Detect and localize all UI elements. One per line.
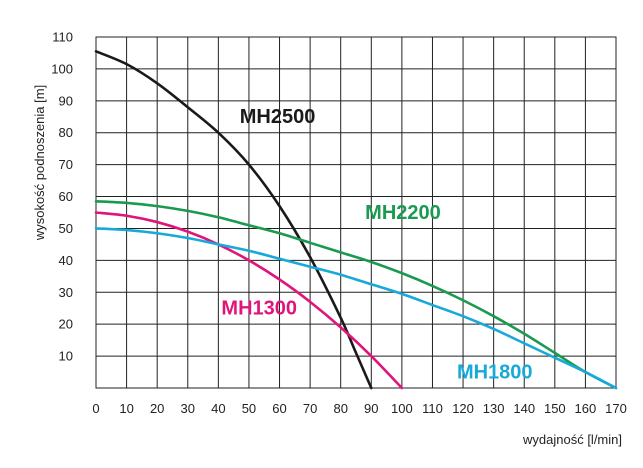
y-tick-label: 80 [59,125,73,140]
y-tick-label: 70 [59,157,73,172]
curves [94,50,618,390]
series-line-mh2500 [94,50,373,390]
series-label-mh1800: MH1800 [457,361,533,383]
y-axis-label: wysokość podnoszenia [m] [32,85,47,241]
y-tick-label: 40 [59,253,73,268]
x-tick-label: 20 [150,401,164,416]
y-tick-label: 60 [59,189,73,204]
y-tick-label: 20 [59,317,73,332]
x-tick-label: 130 [483,401,505,416]
x-tick-label: 40 [211,401,225,416]
x-axis-label: wydajność [l/min] [522,432,622,447]
y-tick-label: 100 [51,61,73,76]
series-label-mh2200: MH2200 [365,202,441,224]
x-tick-label: 170 [605,401,627,416]
x-tick-label: 110 [422,401,443,416]
tick-labels: 0 10 20 30 40 50 60 70 80 90 100 110 120 130 140 150 160… [51,30,627,417]
plot-frame [95,36,617,389]
x-tick-label: 0 [92,401,99,416]
x-tick-label: 120 [452,401,474,416]
x-tick-label: 60 [272,401,286,416]
x-tick-label: 70 [303,401,317,416]
series-label-mh2500: MH2500 [240,106,316,128]
series-line-mh1300 [94,211,404,390]
series-labels: MH2500 MH2200 MH1300 MH1800 [221,106,532,383]
y-tick-label: 30 [59,285,73,300]
y-tick-label: 50 [59,221,73,236]
x-tick-label: 140 [513,401,535,416]
y-tick-label: 10 [59,349,73,364]
series-line-mh1800 [94,227,618,390]
series-line-mh2200 [94,200,618,390]
x-tick-label: 10 [119,401,133,416]
y-tick-label: 110 [52,30,73,45]
x-tick-label: 80 [333,401,347,416]
grid [96,37,616,388]
x-tick-label: 160 [575,401,597,416]
x-tick-label: 50 [242,401,256,416]
x-tick-label: 150 [544,401,566,416]
series-label-mh1300: MH1300 [221,298,297,320]
x-tick-label: 90 [364,401,378,416]
x-tick-label: 30 [181,401,195,416]
y-tick-label: 90 [59,93,73,108]
x-tick-label: 100 [391,401,413,416]
